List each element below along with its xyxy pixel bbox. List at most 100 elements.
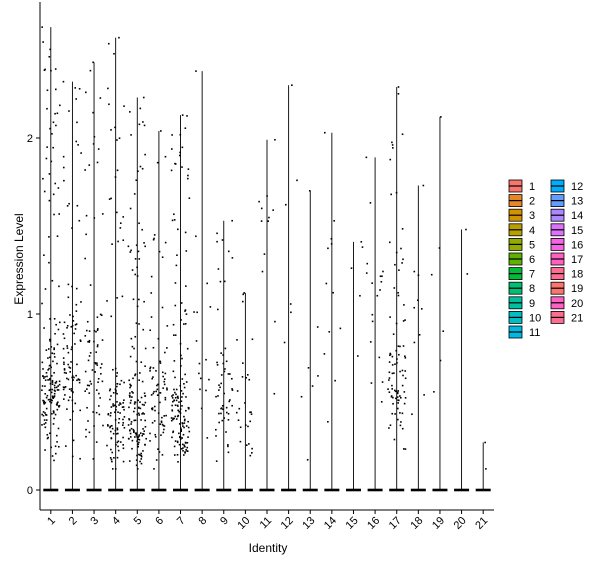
data-point	[99, 397, 101, 399]
data-point	[485, 468, 487, 470]
data-point	[311, 385, 314, 387]
y-axis: 0 1 2	[27, 2, 41, 510]
y-axis-title: Expression Level	[12, 213, 26, 304]
data-point	[79, 339, 82, 341]
data-point	[49, 340, 51, 342]
data-point	[143, 430, 146, 432]
violin-4	[106, 36, 126, 492]
data-point	[45, 396, 48, 399]
data-point	[50, 401, 53, 404]
data-point	[291, 84, 293, 86]
data-point	[246, 374, 249, 376]
data-point	[184, 231, 187, 234]
data-point	[176, 440, 179, 443]
data-point	[184, 452, 186, 454]
data-point	[110, 412, 112, 414]
data-point	[53, 392, 56, 395]
data-point	[198, 372, 200, 375]
x-tick-label: 18	[408, 515, 425, 532]
data-point	[122, 424, 124, 426]
data-point	[109, 425, 112, 428]
data-point	[53, 356, 56, 358]
data-point	[392, 396, 394, 399]
data-point	[84, 169, 86, 171]
data-point	[185, 250, 188, 252]
data-point	[90, 383, 93, 385]
data-point	[52, 410, 55, 413]
data-point	[244, 402, 246, 404]
data-point	[398, 269, 400, 271]
data-point	[231, 219, 233, 222]
data-point	[43, 254, 45, 257]
data-point	[371, 313, 374, 316]
data-point	[53, 371, 55, 374]
data-point	[98, 405, 100, 407]
data-point	[225, 406, 228, 409]
data-point	[62, 333, 65, 335]
data-point	[216, 361, 218, 364]
data-point	[248, 443, 250, 445]
data-point	[150, 275, 153, 278]
data-point	[44, 422, 47, 424]
data-point	[51, 455, 54, 457]
data-point	[99, 366, 102, 369]
data-point	[228, 400, 231, 403]
data-point	[166, 347, 168, 349]
data-point	[402, 320, 405, 322]
data-point	[371, 320, 374, 323]
data-point	[396, 392, 399, 395]
data-point	[110, 395, 112, 397]
data-point	[45, 419, 48, 421]
data-point	[58, 380, 61, 383]
data-point	[58, 383, 61, 386]
data-point	[238, 407, 241, 410]
data-point	[161, 416, 163, 419]
data-point	[218, 412, 220, 415]
data-point	[134, 432, 137, 435]
data-point	[175, 399, 178, 402]
data-point	[180, 365, 182, 367]
data-point	[116, 382, 119, 385]
legend-item-17: 17	[550, 252, 583, 266]
legend-item-21: 21	[550, 310, 583, 324]
data-point	[51, 412, 53, 415]
data-point	[422, 184, 425, 187]
data-point	[55, 124, 57, 127]
data-point	[144, 425, 147, 428]
data-point	[41, 302, 43, 305]
data-point	[179, 435, 181, 438]
data-point	[307, 367, 310, 369]
data-point	[80, 152, 82, 154]
data-point	[41, 361, 44, 364]
data-point	[57, 427, 60, 430]
data-point	[206, 282, 208, 285]
data-point	[220, 374, 223, 376]
data-point	[135, 322, 138, 324]
data-point	[176, 228, 179, 231]
data-point	[141, 167, 144, 170]
data-point	[396, 396, 399, 398]
data-point	[87, 420, 89, 422]
data-point	[68, 110, 70, 112]
data-point	[85, 435, 87, 438]
data-point	[396, 362, 398, 364]
data-point	[143, 242, 145, 244]
data-point	[115, 391, 117, 394]
legend-label: 7	[529, 269, 535, 281]
data-point	[92, 111, 94, 114]
data-point	[50, 375, 53, 377]
data-point	[50, 391, 53, 394]
data-point	[53, 213, 55, 216]
data-point	[152, 367, 155, 369]
data-point	[77, 378, 80, 381]
data-point	[156, 384, 158, 387]
data-point	[86, 388, 88, 390]
y-tick-label: 1	[27, 309, 33, 321]
data-point	[173, 219, 176, 221]
violin-base	[129, 488, 145, 492]
data-point	[42, 414, 45, 417]
data-point	[142, 328, 145, 331]
data-point	[57, 385, 60, 387]
data-point	[131, 439, 134, 442]
data-point	[152, 376, 154, 378]
